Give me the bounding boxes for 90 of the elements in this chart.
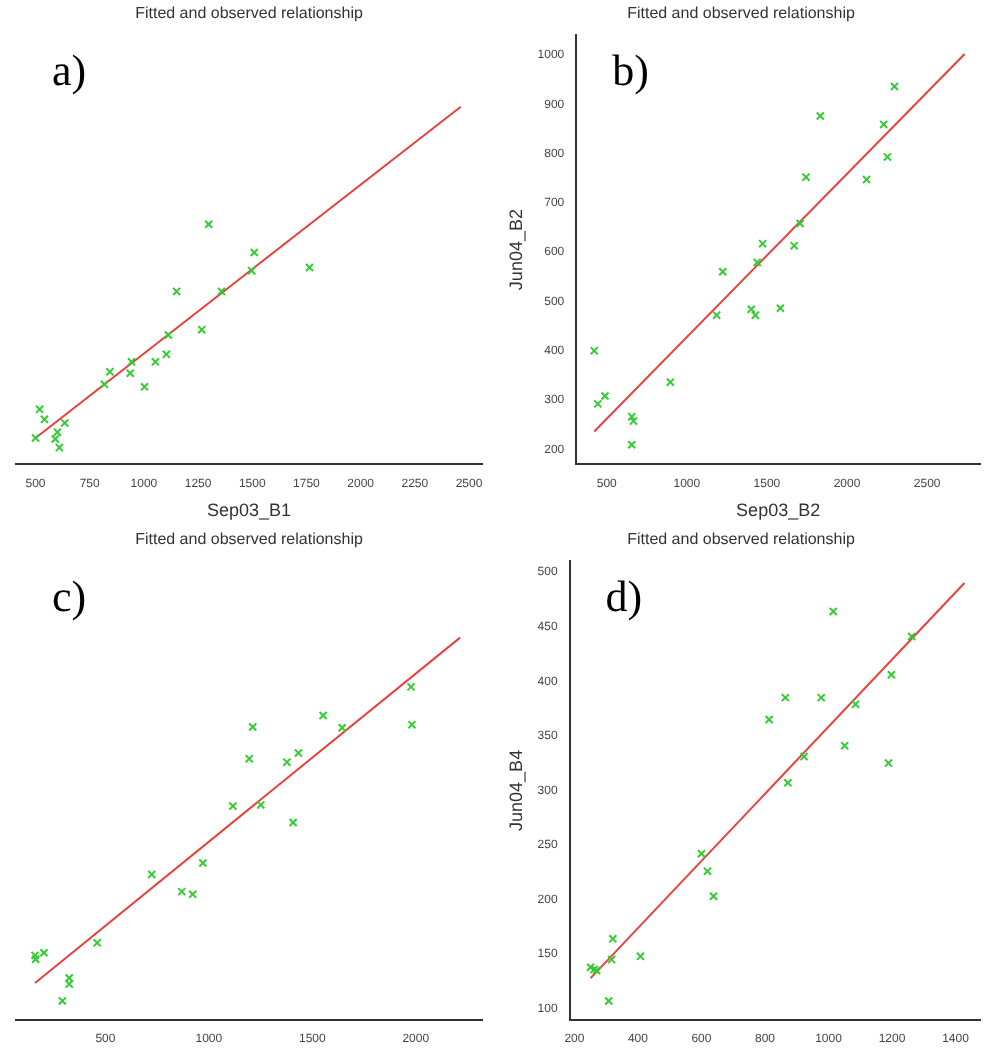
point bbox=[244, 754, 254, 764]
point bbox=[635, 951, 645, 961]
point bbox=[216, 286, 227, 296]
point bbox=[665, 377, 675, 387]
point bbox=[188, 889, 198, 899]
point bbox=[746, 304, 756, 314]
point bbox=[627, 440, 637, 450]
point bbox=[337, 723, 347, 733]
point bbox=[172, 286, 182, 296]
point bbox=[589, 346, 599, 356]
point bbox=[92, 938, 102, 948]
point bbox=[198, 858, 208, 868]
point bbox=[30, 950, 40, 960]
point bbox=[177, 887, 187, 897]
point bbox=[249, 247, 259, 257]
point bbox=[39, 948, 49, 958]
point bbox=[607, 955, 617, 965]
point bbox=[247, 266, 257, 276]
point bbox=[197, 325, 207, 335]
point bbox=[64, 973, 74, 983]
point bbox=[862, 175, 872, 185]
point bbox=[161, 349, 171, 359]
point bbox=[882, 152, 892, 162]
point bbox=[288, 817, 298, 828]
point bbox=[204, 219, 214, 229]
point bbox=[64, 979, 74, 989]
point bbox=[816, 693, 826, 703]
point bbox=[696, 849, 706, 859]
point bbox=[407, 720, 417, 730]
y-axis-title: Jun04_B2 bbox=[505, 209, 526, 291]
point bbox=[799, 752, 809, 762]
text: a) bbox=[52, 44, 87, 95]
x-axis-title: Sep03_B1 bbox=[206, 500, 292, 521]
point bbox=[282, 757, 292, 767]
point bbox=[795, 218, 805, 229]
point bbox=[840, 741, 850, 751]
point bbox=[147, 869, 157, 879]
point bbox=[780, 693, 790, 703]
point bbox=[815, 111, 825, 121]
point bbox=[406, 682, 416, 692]
point bbox=[828, 606, 838, 616]
point bbox=[708, 891, 719, 901]
point bbox=[105, 367, 115, 377]
point bbox=[764, 714, 774, 724]
text: c) bbox=[52, 570, 87, 621]
point bbox=[783, 778, 793, 788]
point bbox=[712, 310, 722, 320]
annotation: d) bbox=[605, 570, 643, 621]
x-axis-title: Sep03_B2 bbox=[736, 500, 821, 521]
point bbox=[627, 412, 637, 422]
chart-title: Fitted and observed relationship bbox=[627, 530, 856, 549]
annotation: b) bbox=[612, 44, 649, 95]
point bbox=[907, 631, 917, 642]
point bbox=[752, 257, 762, 267]
point bbox=[801, 172, 811, 182]
point bbox=[228, 801, 238, 811]
point bbox=[57, 996, 67, 1006]
point bbox=[702, 866, 713, 876]
point bbox=[883, 758, 894, 768]
point bbox=[789, 241, 799, 251]
point bbox=[248, 722, 258, 732]
y-axis-title: Jun04_B4 bbox=[505, 749, 526, 831]
chart-title: Fitted and observed relationship bbox=[135, 530, 364, 549]
point bbox=[879, 119, 889, 129]
point bbox=[758, 239, 768, 249]
point bbox=[750, 310, 760, 320]
chart-title: Fitted and observed relationship bbox=[135, 4, 364, 23]
point bbox=[304, 262, 315, 272]
point bbox=[163, 330, 173, 340]
point bbox=[31, 954, 41, 964]
point bbox=[628, 416, 639, 426]
point bbox=[293, 748, 303, 758]
point bbox=[886, 670, 896, 680]
point bbox=[60, 418, 70, 428]
point bbox=[850, 699, 861, 709]
point bbox=[318, 710, 328, 721]
point bbox=[139, 382, 150, 392]
point bbox=[99, 379, 109, 389]
point bbox=[604, 996, 614, 1006]
point bbox=[775, 303, 785, 313]
point bbox=[889, 81, 899, 91]
point bbox=[52, 427, 62, 437]
point bbox=[150, 357, 160, 367]
point bbox=[30, 433, 41, 443]
point bbox=[718, 267, 728, 277]
point bbox=[608, 934, 618, 944]
chart-title: Fitted and observed relationship bbox=[627, 4, 856, 23]
point bbox=[600, 391, 610, 401]
point bbox=[593, 399, 603, 409]
point bbox=[256, 800, 266, 810]
